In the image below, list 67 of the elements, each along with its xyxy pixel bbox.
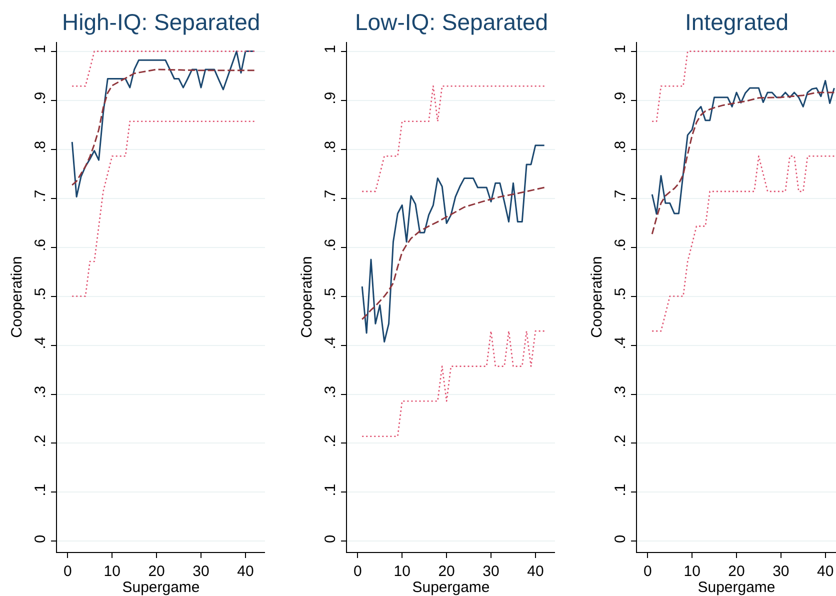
x-tick-label: 20 [438, 563, 455, 580]
x-axis-title: Supergame [412, 579, 490, 596]
y-tick-label: .2 [612, 434, 629, 448]
y-tick-label: 0 [32, 534, 49, 544]
y-tick-label: .8 [612, 140, 629, 154]
y-tick-label: .7 [322, 190, 339, 202]
chart-title: Integrated [685, 9, 789, 35]
y-tick-label: .9 [322, 92, 339, 104]
y-tick-label: .1 [32, 484, 49, 496]
y-tick-label: .3 [32, 386, 49, 398]
x-tick-label: 0 [64, 563, 72, 580]
y-tick-label: .4 [322, 336, 339, 350]
x-tick-label: 10 [684, 563, 700, 580]
y-tick-label: .9 [32, 92, 49, 104]
line-series [651, 92, 835, 235]
y-tick-label: .4 [32, 336, 49, 350]
x-tick-label: 30 [192, 563, 210, 580]
y-tick-label: 1 [612, 44, 629, 54]
y-tick-label: .5 [612, 288, 629, 300]
x-tick-label: 30 [482, 563, 500, 580]
x-tick-label: 20 [148, 563, 165, 580]
y-tick-label: .1 [322, 484, 339, 496]
y-tick-label: .5 [32, 288, 49, 300]
y-tick-label: .3 [612, 386, 629, 398]
line-series [361, 85, 545, 192]
x-tick-label: 40 [816, 563, 834, 580]
y-tick-label: .7 [612, 190, 629, 202]
chart-title: High-IQ: Separated [62, 9, 260, 35]
y-tick-label: .1 [612, 484, 629, 496]
line-series [361, 186, 546, 320]
line-series [71, 120, 255, 297]
y-tick-label: .2 [322, 434, 339, 448]
line-series [71, 68, 256, 186]
line-series [71, 50, 256, 198]
y-tick-label: 1 [322, 44, 339, 54]
y-tick-label: .9 [612, 92, 629, 104]
line-series [361, 330, 545, 438]
x-tick-label: 10 [104, 563, 120, 580]
y-tick-label: .7 [32, 190, 49, 202]
y-tick-label: 0 [612, 534, 629, 544]
x-axis-title: Supergame [698, 579, 776, 596]
x-tick-label: 10 [394, 563, 410, 580]
chart-title: Low-IQ: Separated [355, 9, 548, 35]
x-tick-label: 0 [643, 563, 652, 580]
y-tick-label: 1 [32, 44, 49, 54]
x-tick-label: 40 [527, 563, 544, 580]
x-axis-title: Supergame [122, 579, 200, 596]
x-tick-label: 20 [728, 563, 745, 580]
y-tick-label: .8 [32, 140, 49, 154]
y-tick-label: .6 [32, 238, 49, 252]
y-tick-label: .5 [322, 288, 339, 300]
y-axis-title: Cooperation [298, 256, 316, 338]
x-tick-label: 0 [354, 563, 362, 580]
y-axis-title: Cooperation [8, 256, 26, 338]
line-series [651, 156, 835, 332]
y-tick-label: .2 [32, 434, 49, 448]
y-tick-label: .8 [322, 140, 339, 154]
y-tick-label: 0 [322, 534, 339, 544]
line-series [651, 80, 835, 215]
y-tick-label: .4 [612, 336, 629, 350]
y-tick-label: .6 [612, 238, 629, 252]
x-tick-label: 30 [772, 563, 790, 580]
y-tick-label: .3 [322, 386, 339, 398]
x-tick-label: 40 [237, 563, 254, 580]
line-series [361, 144, 546, 343]
y-axis-title: Cooperation [588, 256, 606, 338]
y-tick-label: .6 [322, 238, 339, 252]
